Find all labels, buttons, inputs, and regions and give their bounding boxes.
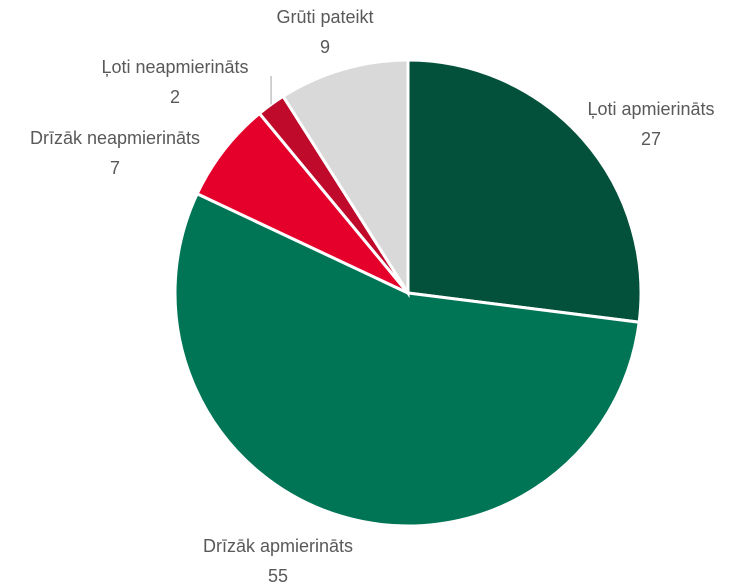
slice-label: Grūti pateikt [276,7,373,27]
pie-slice [406,58,643,324]
slice-value: 2 [170,87,180,107]
pie-slice [173,191,641,528]
slice-label: Drīzāk neapmierināts [30,128,200,148]
slice-value: 7 [110,158,120,178]
pie-slice [195,111,410,295]
pie-slice [281,58,410,299]
slice-label: Drīzāk apmierināts [203,536,353,556]
slice-value: 27 [641,129,661,149]
slice-label: Ļoti apmierināts [587,99,714,119]
slice-value: 55 [268,566,288,584]
slice-label: Ļoti neapmierināts [101,57,248,77]
slice-value: 9 [320,37,330,57]
